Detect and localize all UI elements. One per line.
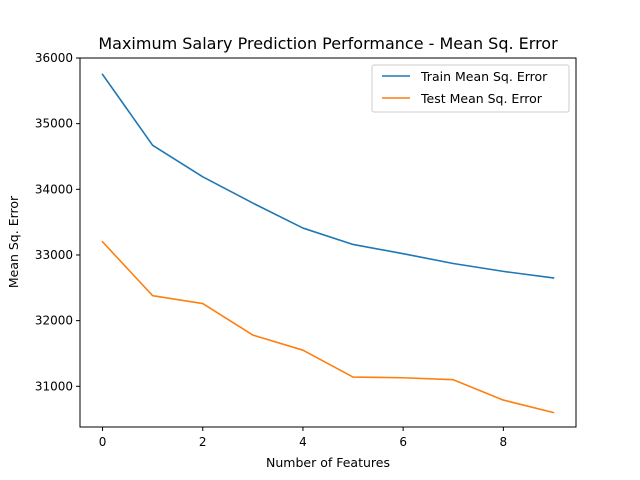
x-axis: 0 2 4 6 8 xyxy=(99,427,507,449)
x-tick-label: 8 xyxy=(500,435,508,449)
series-layer xyxy=(101,73,555,414)
y-tick-label: 36000 xyxy=(35,51,73,65)
y-tick-label: 35000 xyxy=(35,117,73,131)
x-axis-label: Number of Features xyxy=(266,455,390,470)
chart-title: Maximum Salary Prediction Performance - … xyxy=(98,34,558,53)
y-tick-label: 32000 xyxy=(35,314,73,328)
x-tick-label: 2 xyxy=(199,435,207,449)
series-line-train xyxy=(101,73,555,279)
y-tick-label: 31000 xyxy=(35,379,73,393)
plot-area xyxy=(79,57,577,428)
x-tick-label: 4 xyxy=(299,435,307,449)
legend: Train Mean Sq. Error Test Mean Sq. Error xyxy=(371,64,570,113)
x-tick-label: 0 xyxy=(99,435,107,449)
y-tick-label: 34000 xyxy=(35,182,73,196)
legend-label-test: Test Mean Sq. Error xyxy=(420,91,543,106)
y-tick-label: 33000 xyxy=(35,248,73,262)
series-line-test xyxy=(101,240,555,414)
legend-box xyxy=(371,64,570,113)
legend-label-train: Train Mean Sq. Error xyxy=(420,69,548,84)
x-tick-label: 6 xyxy=(399,435,407,449)
y-axis: 31000 32000 33000 34000 35000 36000 xyxy=(35,51,80,393)
y-axis-label: Mean Sq. Error xyxy=(6,195,21,288)
